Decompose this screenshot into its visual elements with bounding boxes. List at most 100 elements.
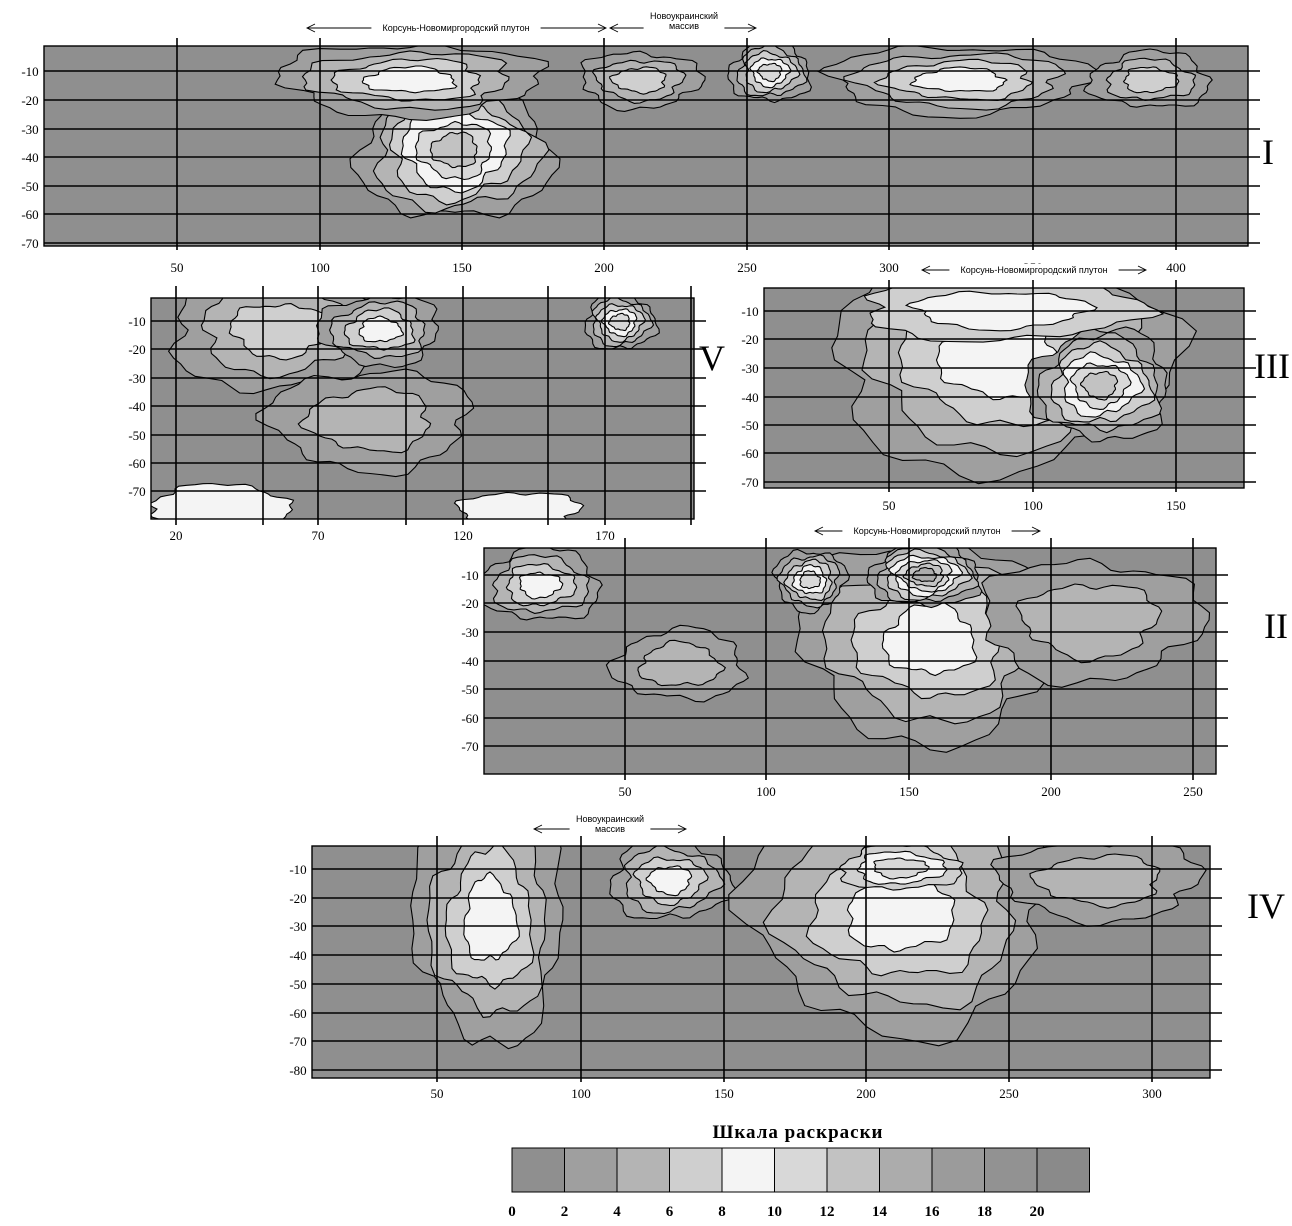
y-tick-label: -60 — [461, 711, 478, 726]
x-tick-label: 200 — [594, 260, 614, 275]
x-tick-label: 300 — [1142, 1086, 1162, 1101]
colorbar: 0 2 4 6 8 10 12 14 16 18 20 — [508, 1147, 1090, 1220]
contour-level-12 — [429, 131, 478, 169]
y-tick-label: -60 — [21, 207, 38, 222]
x-tick-label: 150 — [714, 1086, 734, 1101]
panel-IV: -10 -20 -30 -40 -50 -60 -70 -80 50 100 150 200 250 30… — [289, 812, 1285, 1101]
y-tick-label: -80 — [289, 1063, 306, 1078]
x-tick-label: 150 — [1166, 498, 1186, 513]
annotation-text: Новоукраинский — [576, 814, 644, 824]
y-tick-label: -20 — [289, 891, 306, 906]
y-tick-label: -60 — [741, 446, 758, 461]
y-tick-label: -10 — [741, 304, 758, 319]
contour-panels: -10-20-30-40-50-60-705010015020025030035… — [21, 9, 1290, 1101]
x-tick-label: 250 — [1183, 784, 1203, 799]
colorbar-swatch — [616, 1147, 670, 1193]
y-tick-label: -10 — [289, 862, 306, 877]
annotation-text: Новоукраинский — [650, 11, 718, 21]
x-tick-label: 50 — [431, 1086, 444, 1101]
arrow-right-icon — [677, 824, 688, 834]
y-tick-label: -50 — [289, 977, 306, 992]
annotation-bg — [842, 525, 1012, 537]
x-tick-label: 50 — [883, 498, 896, 513]
y-tick-label: -10 — [128, 314, 145, 329]
x-tick-label: 250 — [737, 260, 757, 275]
y-tick-label: -30 — [741, 361, 758, 376]
x-tick-label: 100 — [571, 1086, 591, 1101]
panel-V: -10 -20 -30 -40 -50 -60 -70 20 70 120 170 V — [128, 286, 725, 543]
colorbar-tick-label: 18 — [977, 1204, 992, 1220]
arrow-right-icon — [1031, 526, 1042, 536]
arrow-right-icon — [597, 23, 608, 33]
contour-level-8 — [151, 482, 295, 519]
colorbar-swatch — [1036, 1147, 1090, 1193]
contour-fills — [484, 548, 1211, 753]
y-tick-label: -40 — [128, 399, 145, 414]
x-tick-label: 100 — [756, 784, 776, 799]
arrow-left-icon — [608, 23, 619, 33]
y-tick-label: -40 — [741, 390, 758, 405]
panel-label: V — [699, 338, 725, 378]
arrow-right-icon — [747, 23, 758, 33]
contour-fills — [274, 46, 1213, 219]
contour-fills — [151, 298, 660, 519]
colorbar-swatch — [564, 1147, 618, 1193]
panel-label: II — [1264, 606, 1288, 646]
colorbar-tick-label: 16 — [925, 1204, 941, 1220]
x-tick-label: 200 — [856, 1086, 876, 1101]
y-tick-label: -70 — [128, 484, 145, 499]
x-tick-label: 200 — [1041, 784, 1061, 799]
y-tick-label: -30 — [128, 371, 145, 386]
y-tick-label: -50 — [741, 418, 758, 433]
colorbar-swatch — [879, 1147, 933, 1193]
contour-fills — [831, 288, 1198, 485]
y-tick-label: -40 — [289, 948, 306, 963]
colorbar-tick-label: 20 — [1030, 1204, 1045, 1220]
annotation: Корсунь-Новомиргородский плутон — [305, 22, 608, 34]
panel-label: III — [1254, 346, 1290, 386]
colorbar-tick-label: 10 — [767, 1204, 782, 1220]
x-tick-label: 250 — [999, 1086, 1019, 1101]
annotation-text: Корсунь-Новомиргородский плутон — [382, 23, 529, 33]
y-tick-label: -50 — [128, 428, 145, 443]
colorbar-tick-label: 14 — [872, 1204, 888, 1220]
annotation-text: массив — [669, 21, 699, 31]
y-tick-label: -50 — [461, 682, 478, 697]
x-tick-label: 170 — [595, 528, 615, 543]
y-tick-label: -40 — [21, 150, 38, 165]
panel-II: -10 -20 -30 -40 -50 -60 -70 50 100 150 200 250 II Кор… — [461, 525, 1288, 799]
x-tick-label: 100 — [1023, 498, 1043, 513]
arrow-left-icon — [532, 824, 543, 834]
contour-level-10 — [756, 62, 783, 83]
colorbar-tick-label: 6 — [666, 1204, 674, 1220]
annotation-bg — [949, 264, 1119, 276]
arrow-right-icon — [1137, 265, 1148, 275]
colorbar-swatch — [669, 1147, 723, 1193]
panel-frame — [763, 287, 1245, 489]
y-tick-label: -70 — [461, 739, 478, 754]
annotation-bg — [569, 812, 651, 834]
contour-level-4 — [637, 639, 727, 687]
y-tick-label: -70 — [741, 475, 758, 490]
y-tick-label: -20 — [741, 332, 758, 347]
x-tick-label: 100 — [310, 260, 330, 275]
colorbar-swatch — [826, 1147, 880, 1193]
panel-I: -10-20-30-40-50-60-705010015020025030035… — [21, 9, 1274, 275]
colorbar-tick-label: 8 — [718, 1204, 726, 1220]
contour-level-8 — [463, 871, 520, 961]
annotation-bg — [371, 22, 541, 34]
y-tick-label: -70 — [21, 236, 38, 251]
colorbar-tick-label: 0 — [508, 1204, 516, 1220]
y-tick-label: -20 — [128, 342, 145, 357]
colorbar-swatch — [931, 1147, 985, 1193]
y-tick-label: -30 — [21, 122, 38, 137]
contour-level-8 — [909, 66, 1008, 93]
y-tick-label: -70 — [289, 1034, 306, 1049]
x-tick-label: 300 — [879, 260, 899, 275]
contour-level-8 — [453, 491, 585, 519]
y-tick-label: -40 — [461, 654, 478, 669]
arrow-left-icon — [305, 23, 316, 33]
